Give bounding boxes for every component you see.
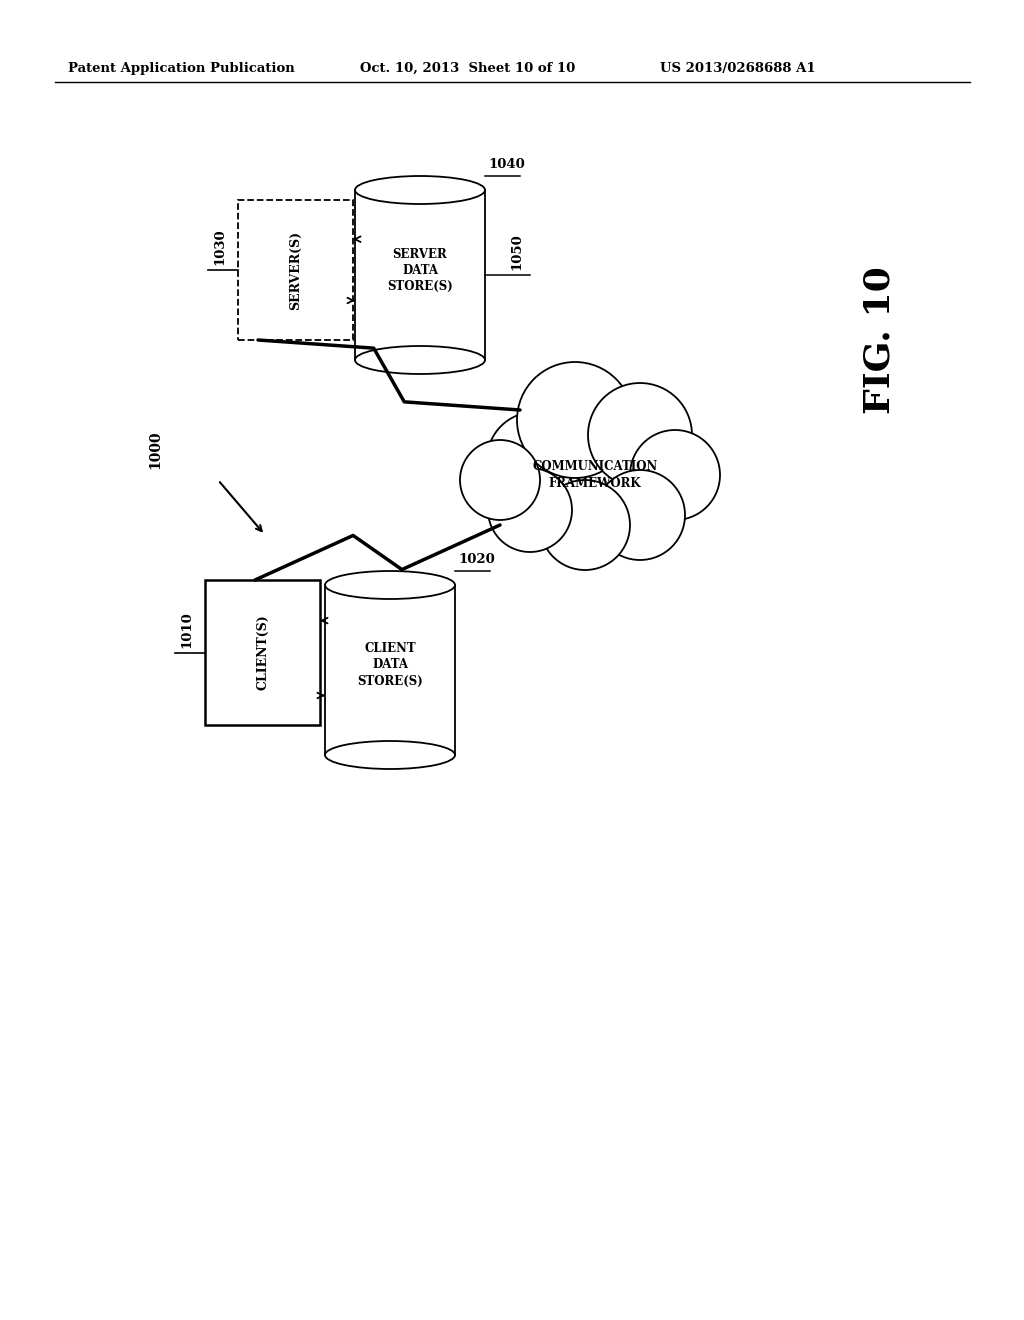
Text: Patent Application Publication: Patent Application Publication <box>68 62 295 75</box>
Ellipse shape <box>325 741 455 770</box>
Circle shape <box>630 430 720 520</box>
Text: 1040: 1040 <box>488 158 525 172</box>
Circle shape <box>487 412 583 508</box>
Circle shape <box>595 470 685 560</box>
Ellipse shape <box>355 176 485 205</box>
Circle shape <box>517 362 633 478</box>
Text: SERVER
DATA
STORE(S): SERVER DATA STORE(S) <box>387 248 453 293</box>
Text: SERVER(S): SERVER(S) <box>289 231 302 310</box>
Bar <box>325 585 455 755</box>
Text: 1020: 1020 <box>459 553 496 566</box>
FancyBboxPatch shape <box>238 201 353 341</box>
Text: CLIENT(S): CLIENT(S) <box>256 615 269 690</box>
Circle shape <box>488 469 572 552</box>
Circle shape <box>460 440 540 520</box>
Text: US 2013/0268688 A1: US 2013/0268688 A1 <box>660 62 816 75</box>
Text: 1050: 1050 <box>511 234 523 271</box>
Text: FIG. 10: FIG. 10 <box>863 267 897 414</box>
Ellipse shape <box>325 572 455 599</box>
Text: Oct. 10, 2013  Sheet 10 of 10: Oct. 10, 2013 Sheet 10 of 10 <box>360 62 575 75</box>
FancyBboxPatch shape <box>205 579 319 725</box>
Text: 1030: 1030 <box>213 228 226 265</box>
Text: COMMUNICATION
FRAMEWORK: COMMUNICATION FRAMEWORK <box>532 459 657 490</box>
Ellipse shape <box>355 346 485 374</box>
Text: CLIENT
DATA
STORE(S): CLIENT DATA STORE(S) <box>357 643 423 688</box>
Circle shape <box>588 383 692 487</box>
Text: 1000: 1000 <box>148 430 162 470</box>
Text: 1010: 1010 <box>180 611 194 648</box>
Circle shape <box>540 480 630 570</box>
Bar <box>355 190 485 360</box>
